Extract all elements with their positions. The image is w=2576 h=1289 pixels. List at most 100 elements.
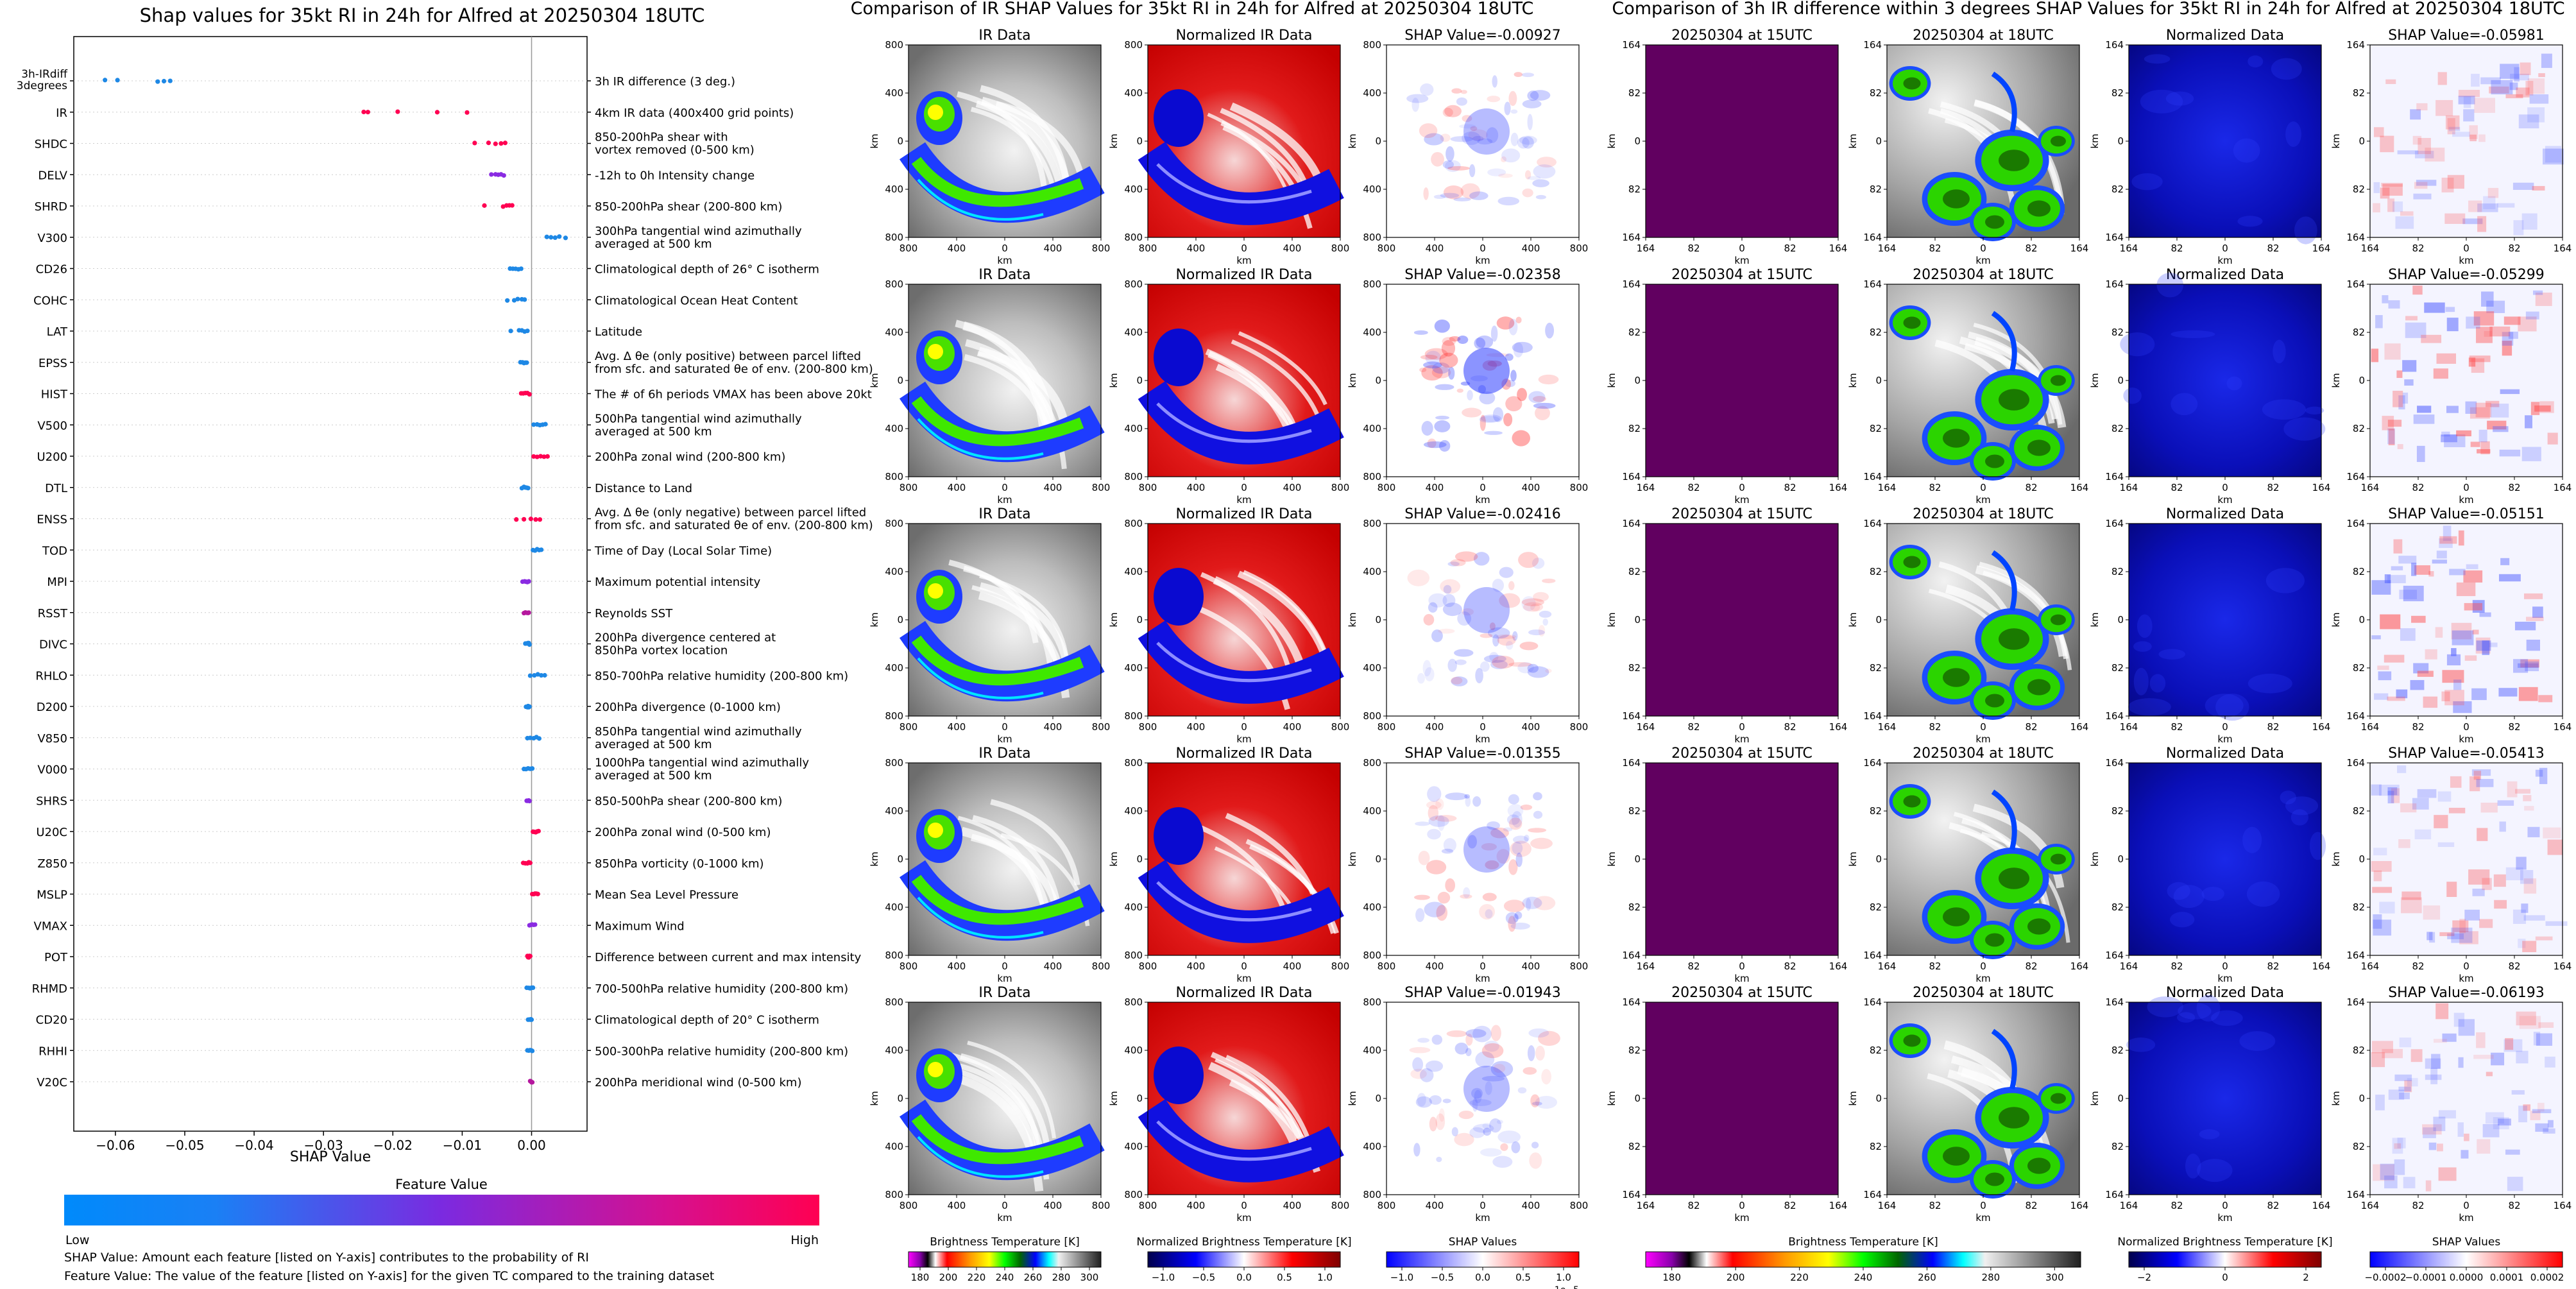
xtick-label: 82 (1687, 482, 1700, 493)
norm-light-edge (1156, 402, 1312, 443)
xtick-label: 82 (2267, 482, 2279, 493)
x-axis-label: km (2459, 733, 2473, 745)
note-feature-value: Feature Value: The value of the feature … (64, 1269, 714, 1283)
shap-blue-patch (1508, 318, 1518, 336)
shap-blue-patch (1463, 887, 1471, 898)
shap2-blue-patch (2493, 426, 2509, 432)
shap-red-patch (1523, 602, 1544, 612)
shap2-blue-patch (2479, 612, 2491, 617)
shap2-blue-patch (2521, 447, 2541, 461)
feature-row: HIST The # of 6h periods VMAX has been ab… (41, 388, 872, 402)
shap2-blue-patch (2451, 648, 2457, 656)
y-axis-label: km (1847, 851, 1859, 866)
shap2-blue-patch (2465, 401, 2477, 414)
shap-blue-patch (1425, 350, 1442, 365)
shap2-red-patch (2435, 627, 2443, 638)
xtick-label: 164 (2554, 243, 2572, 254)
y-axis-label: km (1108, 851, 1120, 866)
shap-blue-patch (1512, 842, 1523, 855)
feature-description: Difference between current and max inten… (595, 951, 862, 964)
shap2-red-patch (2441, 177, 2454, 192)
shap2-blue-patch (2532, 1109, 2552, 1114)
norm2-patch (2283, 417, 2326, 441)
ytick-label: 164 (2105, 278, 2124, 290)
shap2-blue-patch (2449, 568, 2466, 576)
shap2-red-patch (2423, 696, 2438, 708)
shap2-red-patch (2489, 86, 2509, 94)
norm2-patch (2285, 796, 2319, 815)
feature-row: IR 4km IR data (400x400 grid points) (56, 107, 794, 120)
shap2-blue-patch (2463, 109, 2475, 122)
shap-blue-patch (1457, 336, 1469, 345)
shap-red-patch (1442, 107, 1453, 117)
feature-description: 200hPa meridional wind (0-500 km) (595, 1076, 801, 1089)
shap2-blue-patch (2512, 182, 2534, 190)
shap2-background (2370, 1002, 2563, 1195)
y-axis-label: km (2089, 612, 2101, 627)
shap2-red-patch (2371, 1052, 2385, 1068)
shap2-blue-patch (2413, 663, 2429, 674)
shap-blue-patch (1412, 98, 1419, 112)
shap-point (529, 766, 535, 771)
shap-blue-patch (1469, 1099, 1492, 1106)
xtick-label: 0 (1739, 482, 1745, 493)
shap2-red-patch (2418, 138, 2431, 155)
ytick-label: 164 (2105, 518, 2124, 529)
cloud-green-band (911, 875, 1084, 925)
shap-blue-patch (1533, 810, 1543, 819)
shap-point (518, 266, 524, 271)
shap2-blue-patch (2471, 769, 2491, 776)
feature-description: Maximum Wind (595, 919, 685, 933)
xtick-label: 800 (1331, 1200, 1350, 1211)
shap2-blue-patch (2533, 1032, 2541, 1046)
colorbar-tick-label: 240 (996, 1272, 1014, 1283)
ytick-label: 0 (1875, 853, 1882, 865)
shap2-blue-patch (2438, 1110, 2456, 1119)
xtick-label: 82 (2508, 960, 2520, 972)
shap-red-patch (1426, 860, 1447, 875)
shap2-red-patch (2523, 878, 2537, 894)
cloud-band (967, 1041, 1057, 1139)
feature-row: SHRD 850-200hPa shear (200-800 km) (35, 200, 783, 214)
norm-blue-cluster (1154, 1046, 1204, 1104)
ytick-label: 400 (885, 423, 903, 434)
panel-title: SHAP Value=-0.06193 (2388, 985, 2545, 1001)
ytick-label: 164 (1622, 757, 1641, 769)
shap2-blue-patch (2463, 96, 2471, 108)
norm-blue-cluster (1154, 568, 1204, 626)
ytick-label: 400 (1124, 566, 1143, 577)
shap2-blue-patch (2392, 1138, 2403, 1154)
norm2-patch (2185, 1153, 2201, 1179)
shap-blue-patch (1485, 1081, 1492, 1095)
xtick-label: 82 (1929, 960, 1941, 972)
xtick-label: 82 (1929, 721, 1941, 733)
shap-blue-patch (1467, 389, 1473, 401)
norm-light-edge (1156, 1120, 1312, 1161)
ytick-label: 82 (2353, 327, 2365, 338)
shap2-blue-patch (2387, 787, 2398, 796)
shap-red-patch (1492, 656, 1515, 669)
cloud-dark-green (2051, 853, 2066, 865)
shap-blue-patch (1527, 114, 1533, 130)
shap2-red-patch (2469, 407, 2490, 419)
shap2-red-patch (2468, 200, 2482, 212)
shap-blue-patch (1492, 1156, 1513, 1168)
shap2-red-patch (2530, 402, 2540, 415)
shap2-red-patch (2444, 213, 2466, 224)
shap-point (103, 78, 108, 83)
shap2-blue-patch (2371, 635, 2381, 640)
shap-point (536, 828, 541, 833)
xtick-label: 0 (1480, 960, 1486, 972)
shap-blue-patch (1415, 1096, 1432, 1108)
feature-row: DTL Distance to Land (45, 482, 692, 495)
shap-blue-patch (1434, 420, 1451, 432)
shap2-red-patch (2373, 203, 2380, 213)
shap2-blue-patch (2526, 639, 2540, 651)
cloud-cyan-edge (917, 418, 1044, 460)
norm-light-edge (1156, 881, 1312, 922)
feature-description: 850hPa vorticity (0-1000 km) (595, 857, 764, 871)
